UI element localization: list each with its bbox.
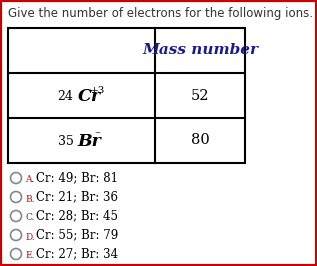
Text: A.: A. (25, 176, 35, 185)
Text: 24: 24 (58, 90, 74, 103)
Text: Cr: 28; Br: 45: Cr: 28; Br: 45 (36, 210, 118, 222)
Text: Cr: 49; Br: 81: Cr: 49; Br: 81 (36, 172, 118, 185)
Text: 52: 52 (191, 89, 209, 102)
Text: 80: 80 (191, 134, 209, 148)
Text: Cr: 21; Br: 36: Cr: 21; Br: 36 (36, 190, 118, 203)
Text: D.: D. (25, 232, 35, 242)
Text: +3: +3 (90, 86, 105, 95)
Text: ⁻: ⁻ (94, 129, 100, 142)
Text: B.: B. (25, 194, 35, 203)
Bar (8, 28, 245, 163)
Text: E.: E. (25, 251, 35, 260)
Text: Mass number: Mass number (142, 44, 258, 57)
Text: C.: C. (25, 214, 35, 222)
Text: Give the number of electrons for the following ions.: Give the number of electrons for the fol… (8, 7, 313, 20)
Text: Cr: 27; Br: 34: Cr: 27; Br: 34 (36, 247, 118, 260)
Text: Br: Br (77, 133, 101, 150)
Text: 35: 35 (58, 135, 74, 148)
Text: Cr: Cr (77, 88, 100, 105)
Text: Cr: 55; Br: 79: Cr: 55; Br: 79 (36, 228, 118, 242)
